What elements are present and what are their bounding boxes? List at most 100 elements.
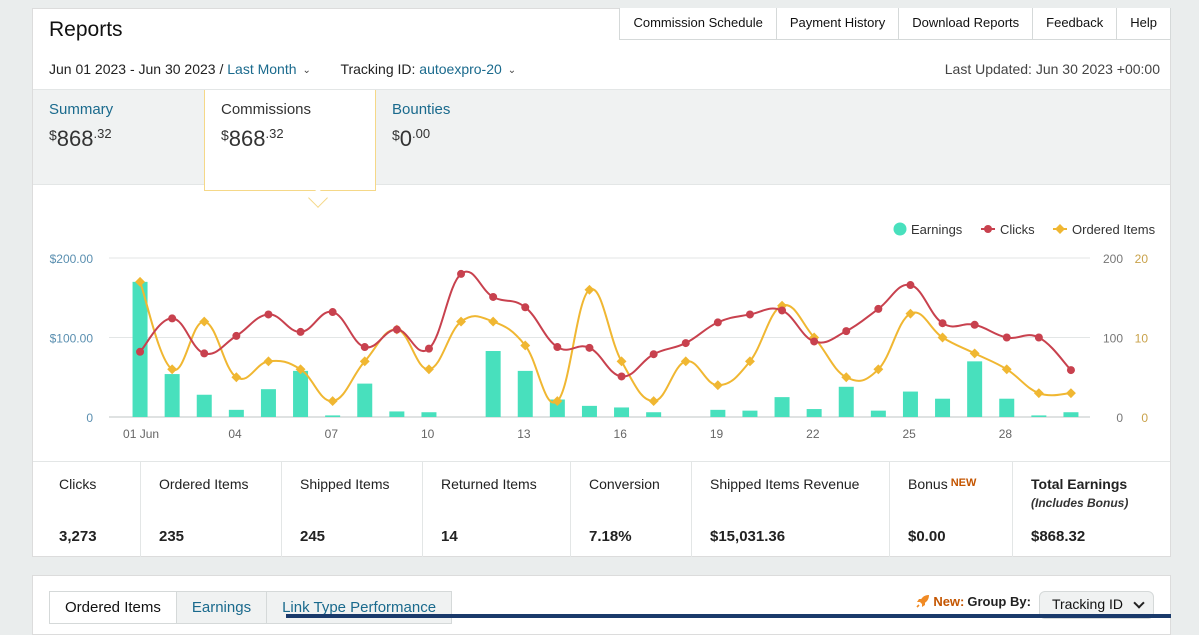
ordered-items-point — [488, 316, 499, 327]
x-tick-label: 10 — [421, 427, 435, 441]
earnings-bar — [549, 399, 565, 417]
stat-value: 235 — [159, 528, 185, 545]
clicks-point — [1066, 366, 1075, 375]
ordered-items-point — [937, 332, 948, 343]
x-tick-label: 04 — [228, 427, 242, 441]
date-row: Jun 01 2023 - Jun 30 2023 / Last Month ⌄ … — [49, 61, 516, 77]
earnings-bar — [935, 398, 951, 417]
tab-summary[interactable]: Summary $868.32 — [33, 90, 205, 186]
ordered-items-point — [295, 364, 306, 375]
feedback-link[interactable]: Feedback — [1032, 8, 1116, 39]
stat-label: Shipped Items — [300, 476, 390, 492]
new-label: New: — [933, 594, 965, 609]
tab-commissions[interactable]: Commissions $868.32 — [204, 90, 376, 191]
rocket-icon — [916, 595, 930, 608]
stat-label: Ordered Items — [159, 476, 249, 492]
download-reports-link[interactable]: Download Reports — [898, 8, 1032, 39]
stat-returned-items: Returned Items 14 — [422, 462, 570, 557]
clicks-point — [585, 343, 594, 352]
x-tick-label: 01 Jun — [123, 427, 159, 441]
clicks-point — [200, 349, 209, 358]
clicks-point — [1034, 333, 1043, 342]
ordered-items-point — [1033, 388, 1044, 399]
chevron-down-icon: ⌄ — [302, 65, 311, 76]
ordered-items-point — [745, 356, 755, 367]
earnings-bar — [1031, 415, 1047, 417]
earnings-bar — [517, 370, 533, 417]
tab-earnings[interactable]: Earnings — [176, 591, 268, 624]
earnings-bar — [485, 351, 501, 417]
bounties-amount: $0.00 — [392, 126, 431, 151]
tab-summary-label: Summary — [49, 101, 114, 118]
earnings-bar — [999, 398, 1015, 417]
tracking-id-dropdown[interactable]: autoexpro-20 ⌄ — [419, 61, 516, 77]
commissions-amount: $868.32 — [221, 126, 284, 151]
tab-bounties[interactable]: Bounties $0.00 — [376, 90, 548, 186]
earnings-bar — [870, 410, 886, 417]
earnings-bar — [646, 412, 662, 417]
legend-clicks-swatch — [984, 225, 992, 233]
earnings-bar — [421, 412, 437, 417]
y-items-tick-label: 10 — [1135, 332, 1149, 346]
tab-link-type-performance[interactable]: Link Type Performance — [267, 591, 453, 624]
ordered-items-point — [969, 348, 980, 359]
clicks-point — [232, 331, 241, 340]
clicks-point — [649, 350, 658, 359]
help-link[interactable]: Help — [1116, 8, 1170, 39]
ordered-items-point — [327, 396, 338, 407]
ordered-items-point — [873, 364, 884, 375]
payment-history-link[interactable]: Payment History — [775, 8, 898, 39]
commission-schedule-link[interactable]: Commission Schedule — [633, 15, 763, 30]
earnings-bar — [293, 370, 309, 417]
summary-tabs: Summary $868.32 Commissions $868.32 Boun… — [33, 89, 1170, 191]
stat-value: $15,031.36 — [710, 528, 786, 545]
legend-earnings-swatch — [893, 222, 907, 236]
earnings-bar — [389, 411, 405, 417]
earnings-bar — [228, 409, 244, 417]
stat-label: Conversion — [589, 476, 660, 492]
stat-clicks: Clicks 3,273 — [33, 462, 140, 557]
stat-bonus: Bonus NEW $0.00 — [889, 462, 1012, 557]
stat-sublabel: (Includes Bonus) — [1031, 496, 1129, 510]
clicks-point — [810, 337, 819, 346]
x-tick-label: 13 — [517, 427, 531, 441]
clicks-point — [745, 310, 754, 319]
clicks-point — [521, 303, 530, 312]
clicks-point — [296, 327, 305, 336]
clicks-point — [424, 344, 433, 353]
page-title: Reports — [49, 18, 123, 41]
clicks-point — [168, 314, 177, 323]
earnings-bar — [260, 389, 276, 417]
ordered-items-point — [1066, 388, 1076, 399]
tab-bounties-label: Bounties — [392, 101, 451, 118]
clicks-point — [906, 281, 915, 290]
ordered-items-point — [135, 276, 145, 287]
new-badge: NEW — [950, 477, 977, 489]
chevron-down-icon: ⌄ — [507, 65, 517, 76]
y-clicks-tick-label: 200 — [1103, 252, 1123, 266]
ordered-items-point — [712, 380, 723, 391]
stat-shipped-revenue: Shipped Items Revenue $15,031.36 — [691, 462, 889, 557]
clicks-point — [360, 343, 369, 352]
clicks-point — [778, 306, 787, 315]
clicks-point — [874, 304, 883, 313]
legend-ordered-swatch — [1055, 224, 1065, 234]
stat-label: Clicks — [59, 476, 97, 492]
ordered-items-point — [520, 340, 531, 351]
tab-ordered-items[interactable]: Ordered Items — [49, 591, 177, 624]
stat-shipped-items: Shipped Items 245 — [281, 462, 422, 557]
x-tick-label: 07 — [325, 427, 339, 441]
stat-ordered-items: Ordered Items 235 — [140, 462, 281, 557]
period-dropdown[interactable]: Last Month ⌄ — [227, 61, 311, 77]
ordered-items-point — [680, 356, 691, 367]
clicks-point — [970, 320, 979, 329]
ordered-items-point — [616, 356, 627, 367]
ordered-items-point — [584, 284, 595, 295]
earnings-bar — [196, 394, 212, 417]
y-items-tick-label: 0 — [1141, 411, 1148, 425]
stat-label: Bonus NEW — [908, 476, 977, 492]
stat-value: 245 — [300, 528, 326, 545]
stat-label: Shipped Items Revenue — [710, 476, 860, 492]
earnings-bar — [164, 374, 180, 417]
stat-value: 7.18% — [589, 528, 632, 545]
